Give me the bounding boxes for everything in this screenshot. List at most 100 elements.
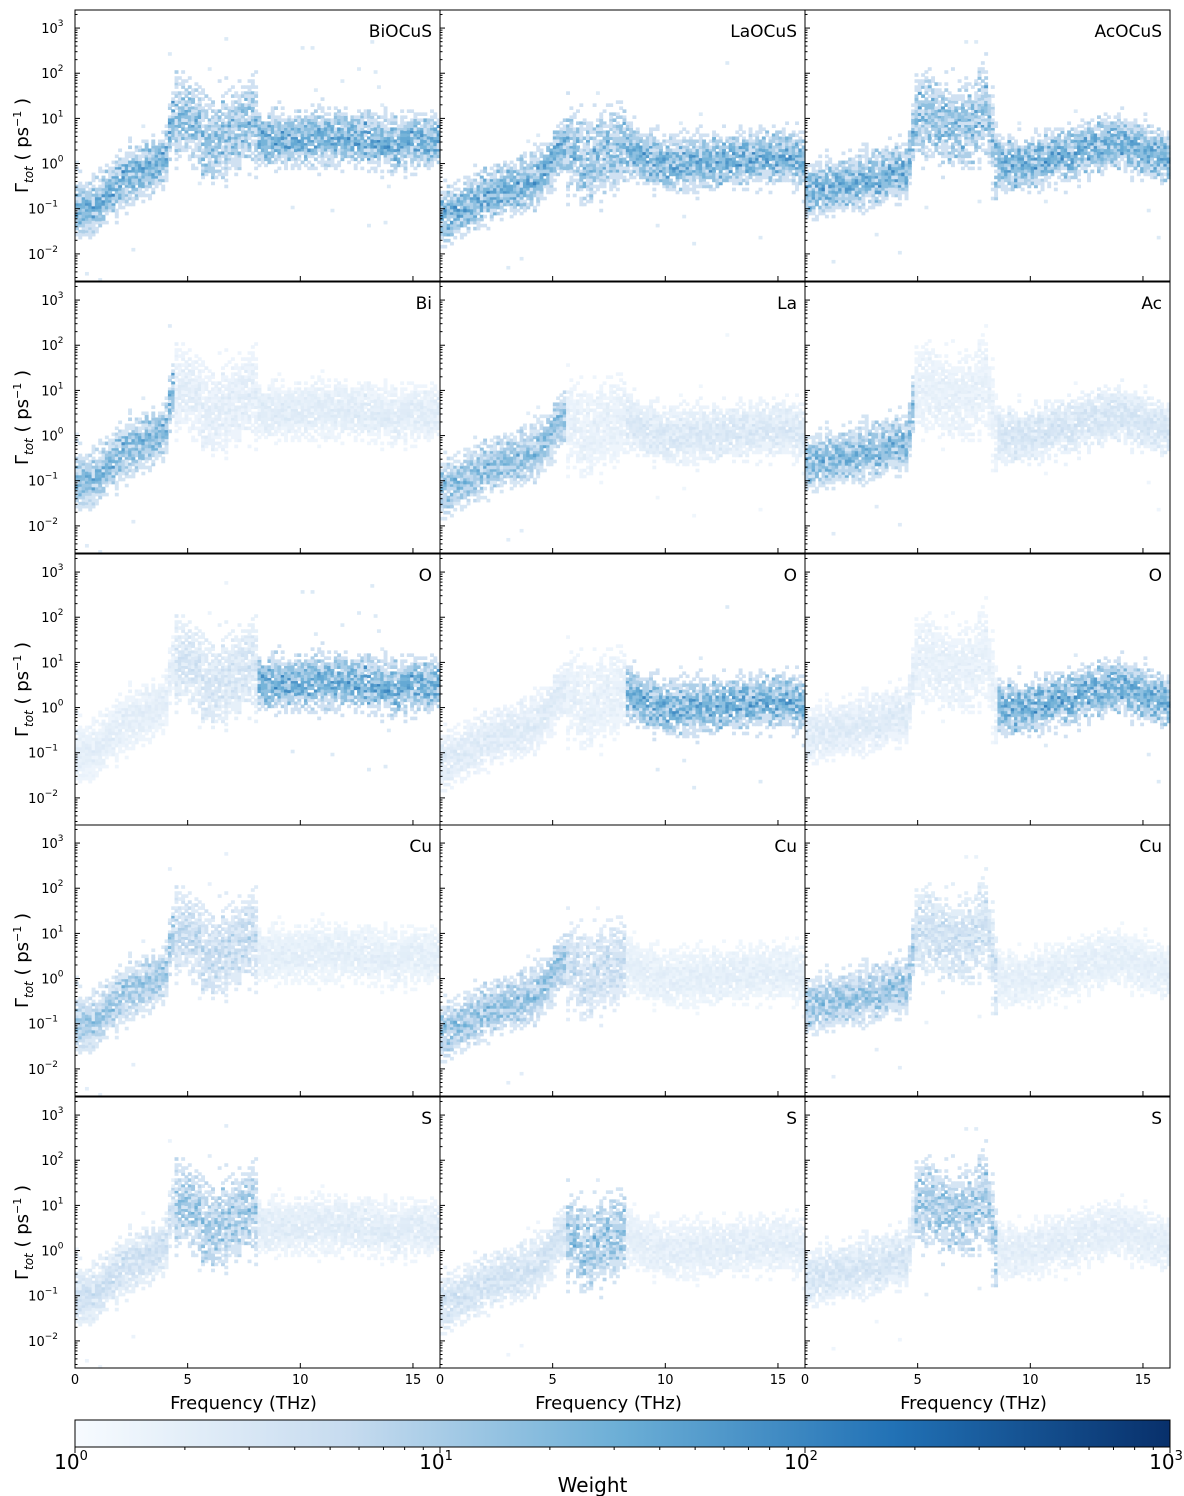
heatmap-cell: [254, 448, 258, 452]
heatmap-cell: [181, 70, 185, 74]
heatmap-cell: [165, 714, 169, 718]
panel-label: BiOCuS: [369, 22, 432, 42]
heatmap-cell: [165, 436, 169, 440]
y-tick-label: 100: [41, 427, 64, 445]
heatmap-cell: [404, 387, 408, 391]
heatmap-cell: [254, 85, 258, 89]
heatmap-cell: [95, 230, 99, 234]
panel-BiOCuS-O: 10−210−1100101102103 O: [28, 554, 440, 825]
heatmap-cell: [115, 487, 119, 491]
heatmap-cell: [151, 133, 155, 137]
heatmap-cell: [274, 106, 278, 110]
heatmap-cell: [128, 408, 132, 412]
heatmap-cell: [194, 167, 198, 171]
heatmap-cell: [297, 109, 301, 113]
heatmap-cell: [188, 76, 192, 80]
heatmap-cell: [141, 472, 145, 476]
heatmap-cell: [151, 677, 155, 681]
heatmap-cell: [168, 52, 172, 56]
heatmap-cell: [115, 215, 119, 219]
heatmap-cell: [175, 614, 179, 618]
heatmap-cell: [311, 375, 315, 379]
heatmap-cell: [254, 94, 258, 98]
heatmap-cell: [254, 342, 258, 346]
heatmap-cell: [131, 475, 135, 479]
heatmap-cell: [314, 88, 318, 92]
heatmap-cell: [274, 378, 278, 382]
heatmap-cell: [201, 360, 205, 364]
heatmap-cell: [141, 124, 145, 128]
heatmap-cell: [238, 351, 242, 355]
heatmap-cell: [128, 680, 132, 684]
heatmap-cell: [128, 146, 132, 150]
heatmap-cell: [201, 88, 205, 92]
heatmap-cell: [131, 747, 135, 751]
heatmap-cell: [234, 173, 238, 177]
heatmap-cell: [317, 445, 321, 449]
heatmap-cell: [281, 106, 285, 110]
y-tick-label: 100: [41, 155, 64, 173]
heatmap-cell: [297, 167, 301, 171]
heatmap-cell: [433, 112, 437, 116]
heatmap-cell: [128, 418, 132, 422]
heatmap-cell: [304, 381, 308, 385]
heatmap-cell: [311, 103, 315, 107]
heatmap-cell: [340, 79, 344, 83]
y-tick-label: 103: [41, 19, 63, 37]
heatmap-cell: [128, 136, 132, 140]
heatmap-cell: [211, 182, 215, 186]
heatmap-cell: [148, 741, 152, 745]
heatmap-cell: [404, 176, 408, 180]
heatmap-cell: [95, 774, 99, 778]
heatmap-cell: [208, 67, 212, 71]
heatmap-cell: [317, 173, 321, 177]
heatmap-cell: [297, 439, 301, 443]
heatmap-cell: [125, 756, 129, 760]
heatmap-cell: [165, 448, 169, 452]
heatmap-cell: [145, 411, 149, 415]
heatmap-cell: [224, 185, 228, 189]
panel-label: Bi: [416, 294, 432, 314]
heatmap-cell: [95, 502, 99, 506]
heatmap-cell: [374, 70, 378, 74]
heatmap-cell: [413, 173, 417, 177]
heatmap-cell: [118, 149, 122, 153]
heatmap-cell: [131, 520, 135, 524]
heatmap-cell: [394, 170, 398, 174]
heatmap-cell: [321, 369, 325, 373]
heatmap-cell: [404, 167, 408, 171]
heatmap-cell: [344, 112, 348, 116]
heatmap-cell: [234, 445, 238, 449]
heatmap-cell: [168, 693, 172, 697]
heatmap-cell: [314, 439, 318, 443]
heatmap-cell: [148, 197, 152, 201]
heatmap-cell: [311, 46, 315, 50]
heatmap-cell: [423, 384, 427, 388]
heatmap-cell: [360, 439, 364, 443]
heatmap-cell: [417, 436, 421, 440]
heatmap-cell: [145, 139, 149, 143]
y-tick-label: 103: [41, 291, 63, 309]
heatmap-cell: [165, 176, 169, 180]
heatmap-cell: [291, 206, 295, 210]
heatmap-cell: [224, 445, 228, 449]
heatmap-cell: [161, 460, 165, 464]
heatmap-cell: [175, 167, 179, 171]
heatmap-cell: [125, 212, 129, 216]
heatmap-cell: [357, 67, 361, 71]
heatmap-cell: [141, 200, 145, 204]
heatmap-cell: [384, 221, 388, 225]
heatmap-cell: [131, 203, 135, 207]
heatmap-cell: [360, 167, 364, 171]
y-tick-label: 102: [41, 336, 63, 354]
heatmap-cell: [258, 384, 262, 388]
heatmap-cell: [224, 179, 228, 183]
heatmap-cell: [384, 109, 388, 113]
heatmap-cell: [281, 384, 285, 388]
heatmap-cell: [284, 167, 288, 171]
heatmap-cell: [131, 248, 135, 252]
heatmap-cell: [327, 378, 331, 382]
heatmap-cell: [224, 37, 228, 41]
heatmap-cell: [168, 158, 172, 162]
